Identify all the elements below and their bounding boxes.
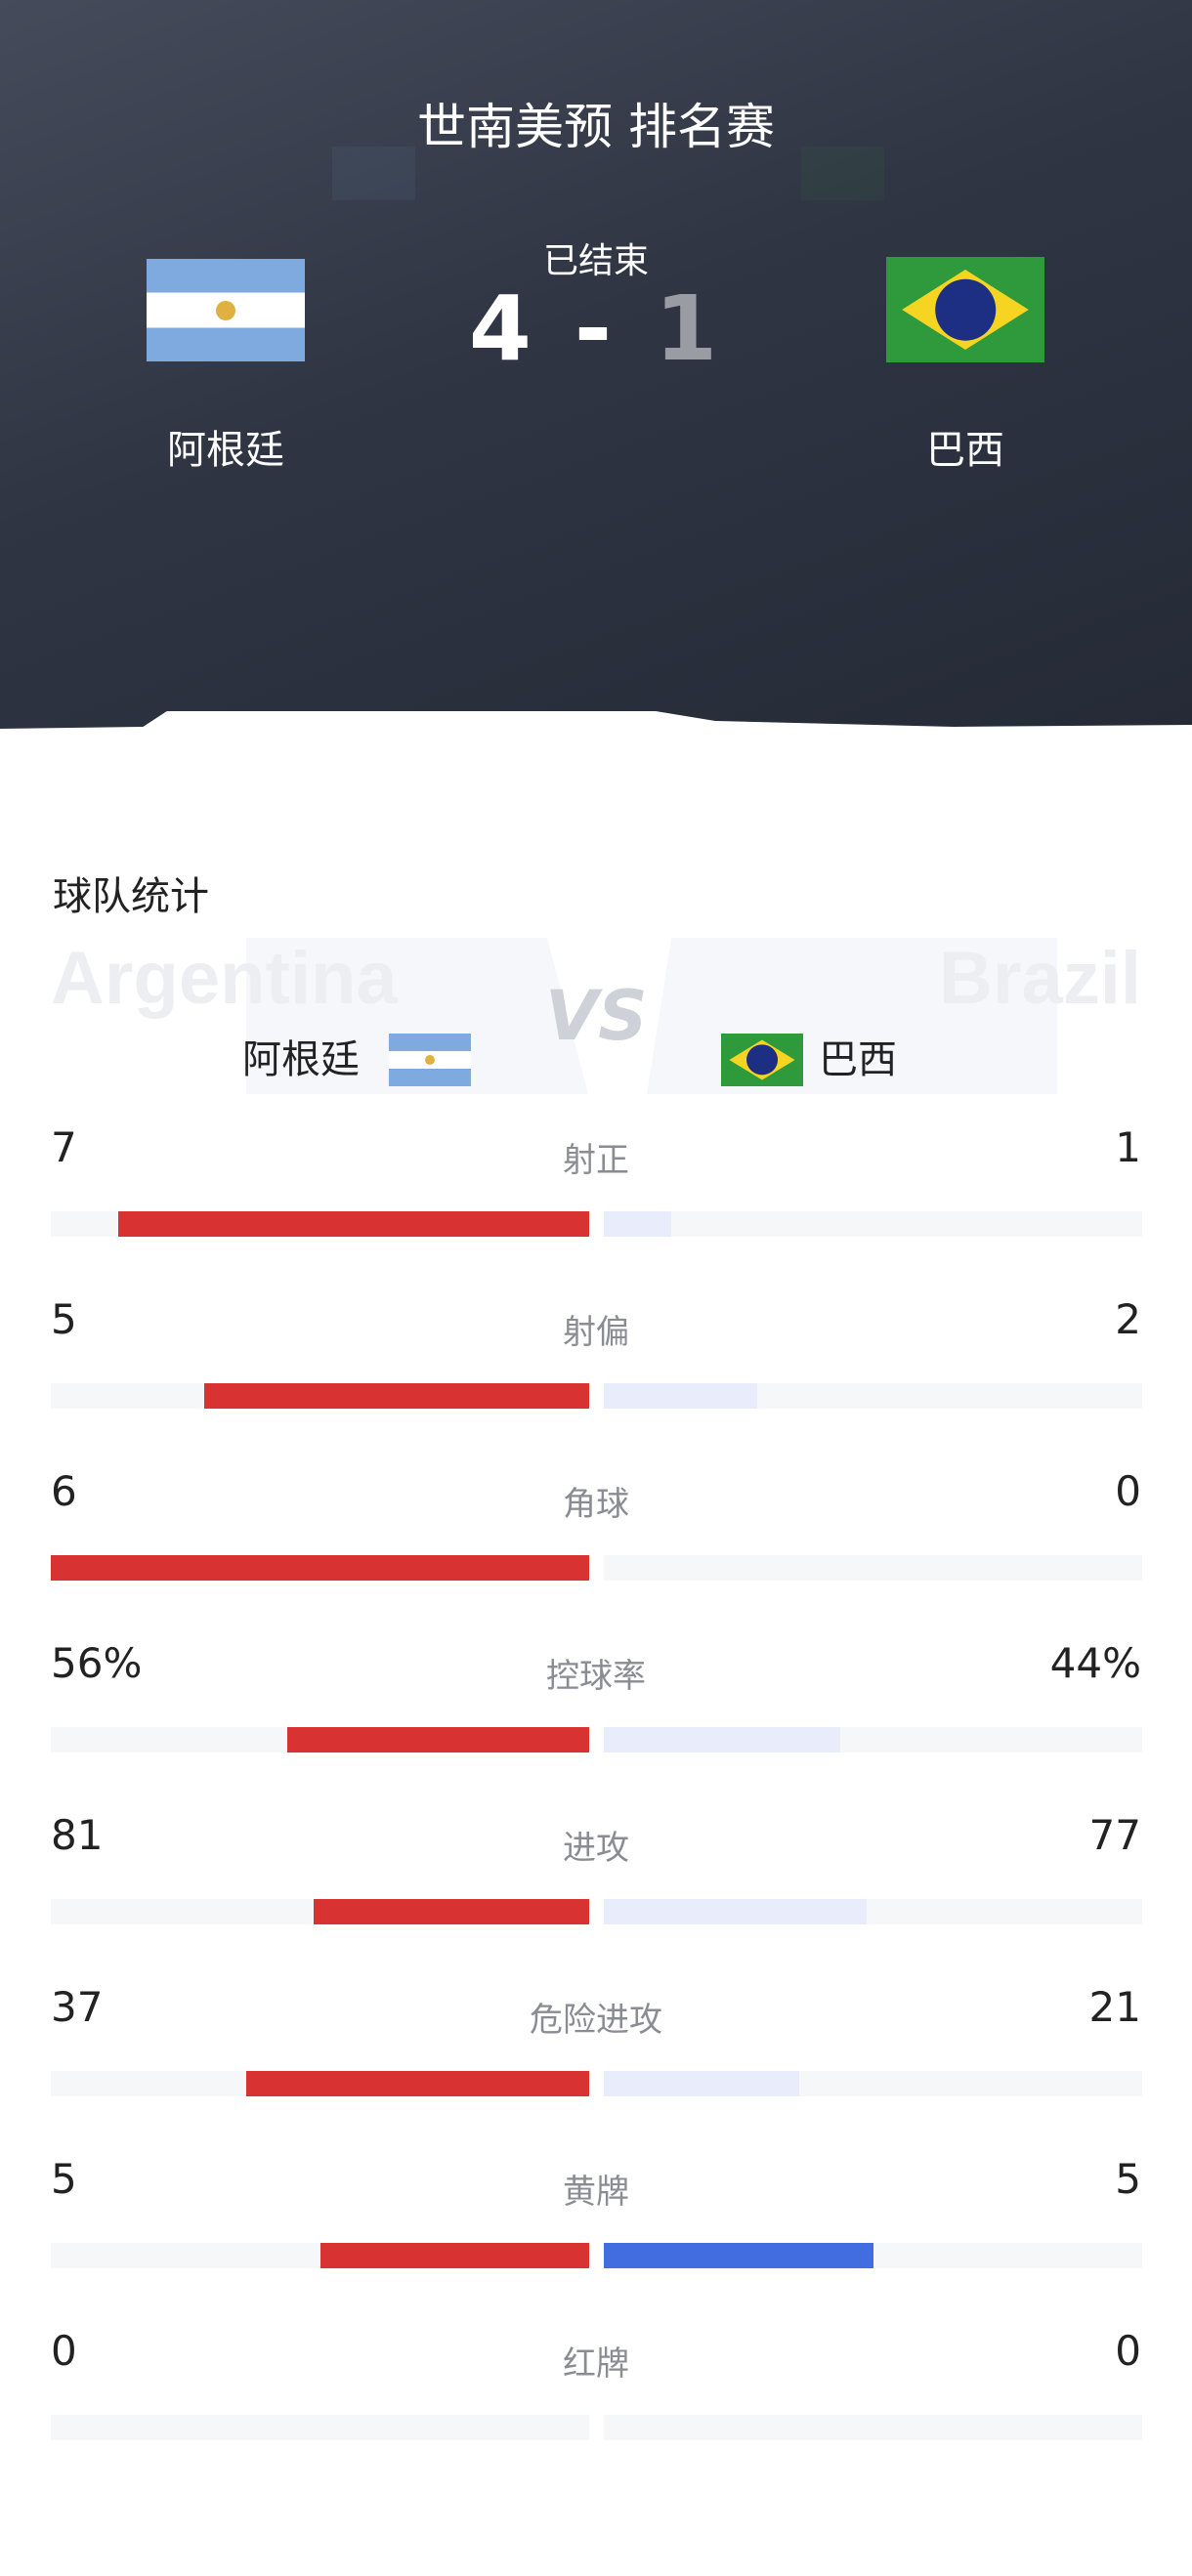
home-stat-bar: [204, 1383, 589, 1409]
argentina-flag-icon: [389, 1034, 471, 1086]
section-title: 球队统计: [53, 874, 209, 919]
home-stat-track: [51, 2243, 589, 2268]
stat-label: 进攻: [563, 1829, 629, 1868]
stat-label: 角球: [563, 1485, 629, 1524]
away-stat-bar: [604, 1899, 867, 1924]
home-stat-bar: [319, 2243, 589, 2268]
away-stat-value: 21: [1088, 1983, 1141, 2031]
away-band: [647, 938, 1057, 1094]
brazil-flag-icon: [886, 257, 1044, 362]
away-watermark: Brazil: [939, 937, 1141, 1020]
away-stat-value: 44%: [1049, 1639, 1141, 1687]
home-stat-value: 0: [51, 2327, 77, 2375]
away-name: 巴西: [819, 1037, 897, 1082]
home-name: 阿根廷: [242, 1037, 360, 1082]
away-stat-track: [604, 1899, 1142, 1924]
score-separator: -: [574, 276, 618, 381]
away-stat-value: 0: [1115, 2327, 1141, 2375]
stat-row: 81 进攻 77: [51, 1811, 1142, 1983]
away-team-name[interactable]: 巴西: [926, 428, 1004, 473]
match-header: 世南美预 排名赛 已结束 4 - 1 阿根廷 巴西: [0, 0, 1192, 742]
stat-label: 红牌: [563, 2344, 629, 2384]
away-stat-value: 77: [1088, 1811, 1141, 1859]
vs-label: VS: [545, 976, 648, 1056]
home-stat-track: [51, 1899, 589, 1924]
ghost-flag-icon: [332, 147, 415, 200]
away-stat-track: [604, 1555, 1142, 1581]
match-status: 已结束: [542, 241, 649, 281]
away-stat-bar: [604, 1211, 671, 1237]
home-stat-bar: [51, 1555, 589, 1581]
stat-row: 7 射正 1: [51, 1123, 1142, 1295]
vs-banner: Argentina Brazil 阿根廷 VS 巴西: [51, 938, 1141, 1104]
home-stat-bar: [245, 2071, 589, 2096]
stats-list: 7 射正 1 5 射偏 2 6 角球 0 56% 控球率 44% 81 进攻 7…: [51, 1123, 1142, 2499]
away-stat-bar: [604, 1727, 841, 1753]
ghost-flag-icon: [801, 147, 884, 200]
away-stat-track: [604, 2071, 1142, 2096]
stat-row: 5 黄牌 5: [51, 2155, 1142, 2327]
home-stat-bar: [117, 1211, 589, 1237]
brazil-flag-icon: [721, 1034, 803, 1086]
away-stat-track: [604, 1211, 1142, 1237]
home-stat-value: 37: [51, 1983, 104, 2031]
home-stat-track: [51, 1727, 589, 1753]
stat-row: 56% 控球率 44%: [51, 1639, 1142, 1811]
away-stat-value: 2: [1115, 1295, 1141, 1343]
stat-label: 射正: [563, 1141, 629, 1180]
away-stat-value: 1: [1115, 1123, 1141, 1171]
home-stat-value: 81: [51, 1811, 104, 1859]
home-stat-bar: [287, 1727, 589, 1753]
stat-label: 危险进攻: [530, 2001, 662, 2040]
home-score: 4: [468, 276, 537, 381]
home-watermark: Argentina: [51, 937, 398, 1020]
home-stat-track: [51, 1211, 589, 1237]
away-stat-value: 5: [1115, 2155, 1141, 2203]
stat-label: 射偏: [563, 1313, 629, 1352]
stat-row: 37 危险进攻 21: [51, 1983, 1142, 2155]
home-stat-value: 7: [51, 1123, 77, 1171]
home-stat-value: 56%: [51, 1639, 143, 1687]
competition-title: 世南美预 排名赛: [417, 99, 775, 155]
away-stat-track: [604, 1727, 1142, 1753]
home-stat-value: 5: [51, 2155, 77, 2203]
away-stat-bar: [604, 1383, 758, 1409]
away-stat-track: [604, 1383, 1142, 1409]
away-stat-bar: [604, 2071, 799, 2096]
away-stat-value: 0: [1115, 1467, 1141, 1515]
away-stat-track: [604, 2415, 1142, 2440]
score: 4 - 1: [0, 276, 1192, 381]
stat-row: 0 红牌 0: [51, 2327, 1142, 2499]
stat-row: 5 射偏 2: [51, 1295, 1142, 1467]
home-stat-bar: [313, 1899, 589, 1924]
home-stat-value: 5: [51, 1295, 77, 1343]
argentina-flag-icon: [147, 259, 305, 361]
stat-label: 控球率: [546, 1657, 646, 1696]
away-stat-bar: [604, 2243, 873, 2268]
home-stat-value: 6: [51, 1467, 77, 1515]
home-team-name[interactable]: 阿根廷: [167, 428, 284, 473]
home-stat-track: [51, 2071, 589, 2096]
away-score: 1: [655, 276, 724, 381]
home-stat-track: [51, 1383, 589, 1409]
away-stat-track: [604, 2243, 1142, 2268]
stat-row: 6 角球 0: [51, 1467, 1142, 1639]
stat-label: 黄牌: [563, 2173, 629, 2212]
home-stat-track: [51, 1555, 589, 1581]
home-stat-track: [51, 2415, 589, 2440]
